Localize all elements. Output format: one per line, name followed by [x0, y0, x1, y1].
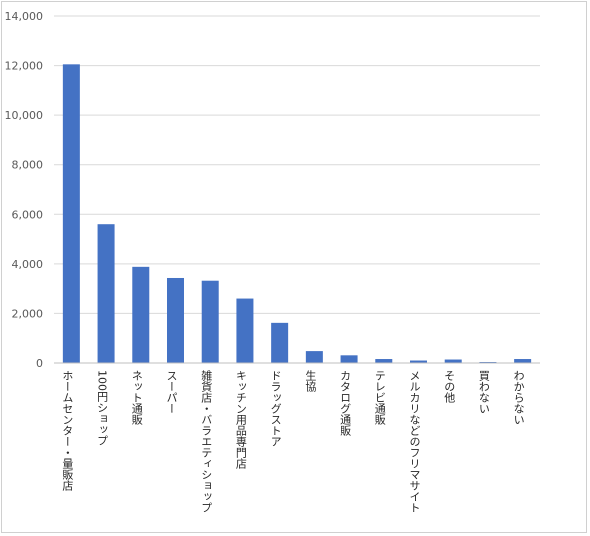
y-axis-ticks: 0 2,000 4,000 6,000 8,000 10,000 12,000 14,000	[5, 10, 44, 370]
x-category-label: 生協	[304, 369, 317, 393]
bars	[62, 64, 532, 363]
bar	[132, 266, 150, 363]
x-category-label: ネット通販	[130, 370, 143, 426]
bar	[444, 359, 462, 363]
y-tick-label: 12,000	[5, 60, 44, 73]
bar	[62, 64, 80, 363]
x-category-label: キッチン用品専門店	[234, 370, 247, 469]
x-category-label: ホームセンター・量販店	[61, 370, 74, 491]
x-category-label: カタログ通販	[339, 370, 352, 437]
bar	[305, 351, 323, 363]
bar	[340, 355, 358, 363]
x-category-label: テレビ通販	[373, 370, 386, 426]
bar	[201, 280, 219, 363]
bar	[271, 322, 289, 363]
y-tick-label: 8,000	[12, 159, 44, 172]
x-category-label: その他	[443, 370, 456, 403]
gridlines	[54, 15, 540, 314]
bar	[167, 277, 184, 363]
bar	[514, 359, 532, 363]
y-tick-label: 10,000	[5, 109, 44, 122]
y-tick-label: 6,000	[12, 208, 44, 221]
bar	[97, 224, 115, 363]
y-tick-label: 0	[36, 357, 43, 370]
bar	[236, 298, 254, 363]
x-category-label: スーパー	[165, 370, 178, 414]
bar	[375, 359, 393, 363]
x-category-label: 100円ショップ	[96, 370, 109, 446]
bar	[410, 360, 427, 363]
x-category-label: メルカリなどのフリマサイト	[408, 370, 421, 513]
x-category-label: わからない	[512, 370, 525, 425]
x-axis-category-labels: ホームセンター・量販店 100円ショップ ネット通販 スーパー 雑貨店・バラエティショッ…	[61, 369, 525, 513]
y-tick-label: 14,000	[5, 10, 44, 23]
x-category-label: 雑貨店・バラエティショップ	[200, 369, 213, 513]
x-category-label: 買わない	[477, 370, 490, 414]
x-category-label: ドラッグストア	[269, 370, 282, 447]
y-tick-label: 4,000	[12, 258, 44, 271]
y-tick-label: 2,000	[12, 307, 44, 320]
